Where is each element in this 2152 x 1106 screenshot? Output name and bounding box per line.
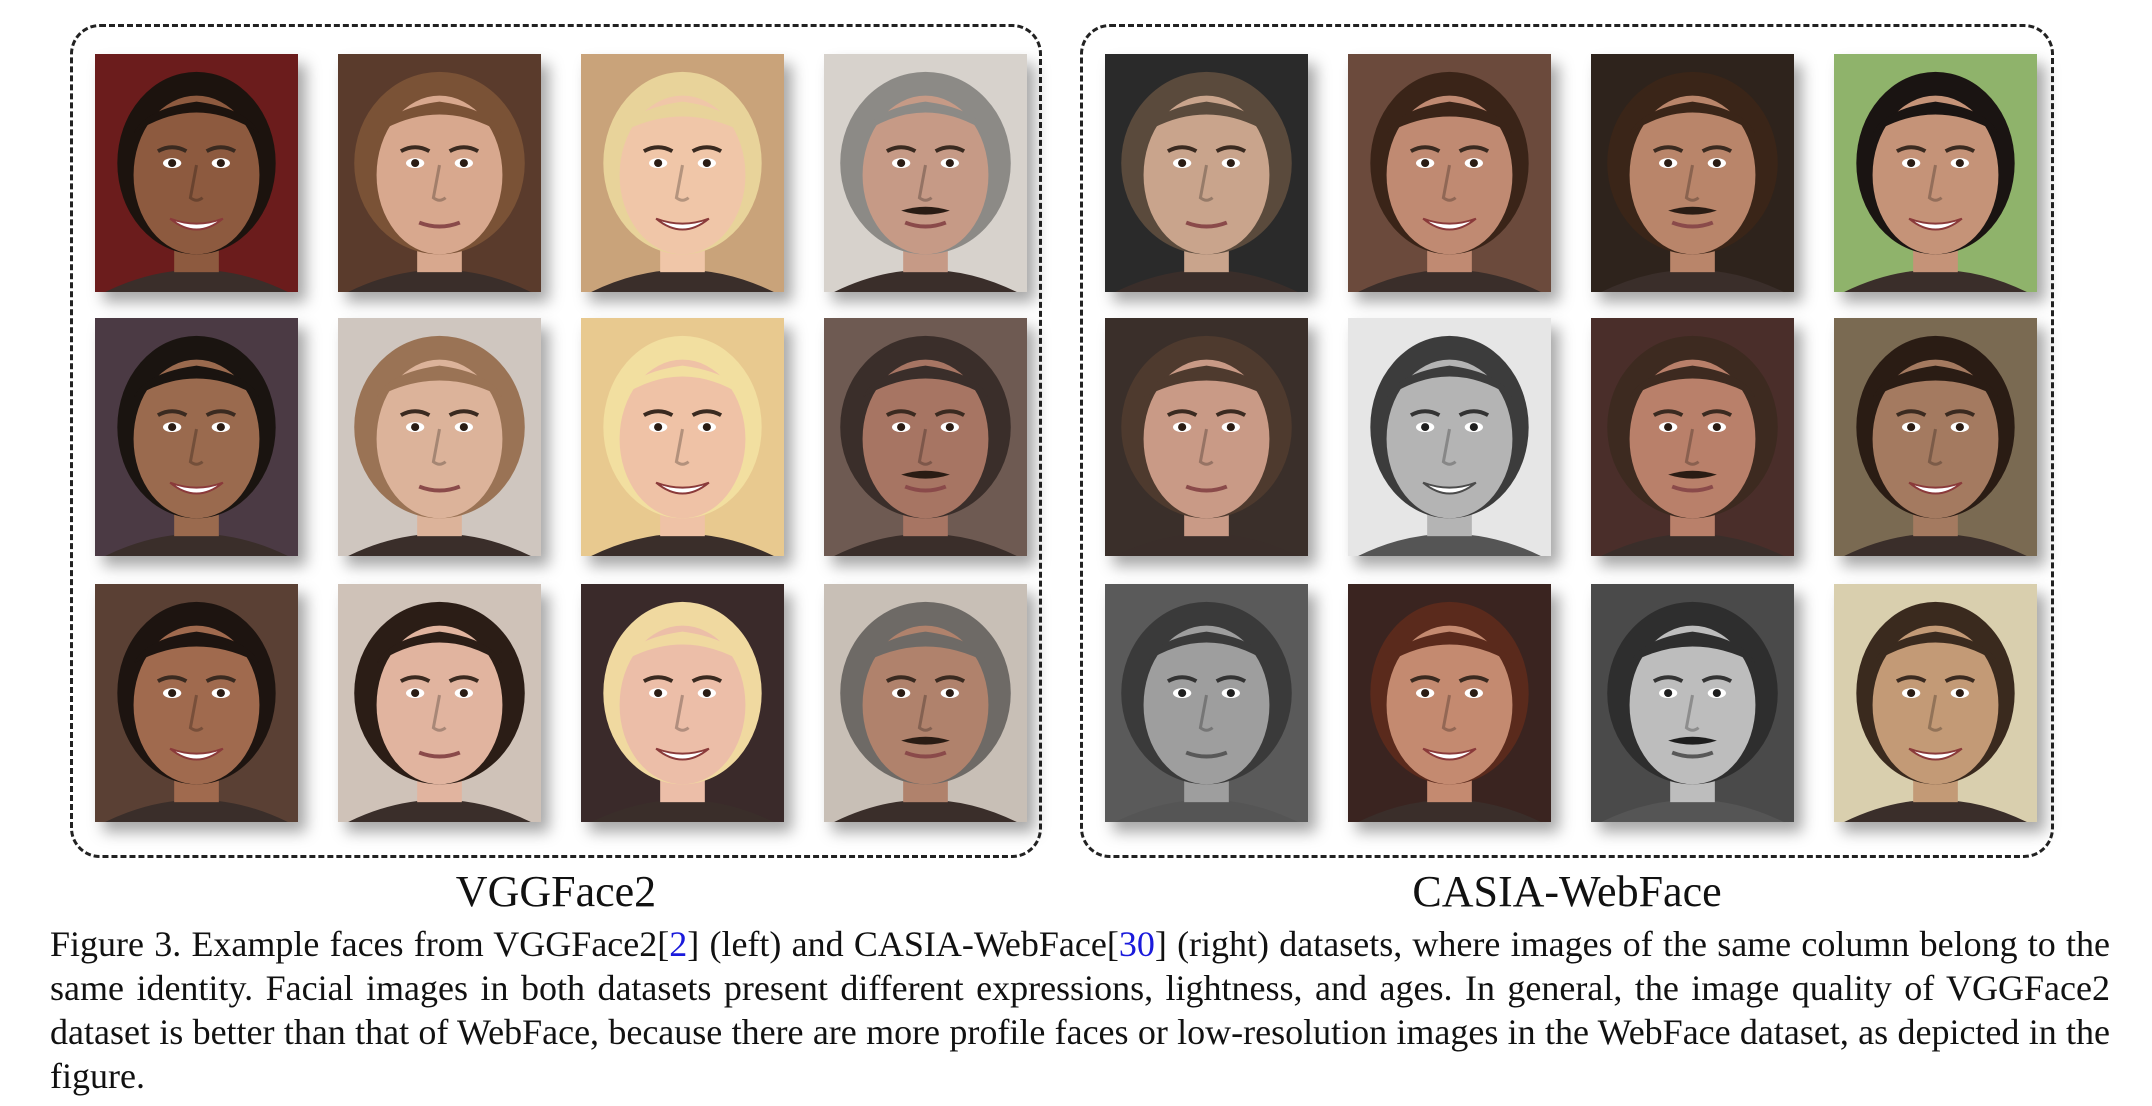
face-image-vggface2-r1-c4 xyxy=(824,54,1027,292)
face-image-casia-r3-c2 xyxy=(1348,584,1551,822)
citation-link-2[interactable]: 2 xyxy=(669,924,688,964)
caption-text-3: ] (right) datasets, where images of the … xyxy=(50,924,2110,1096)
casia-webface-label: CASIA-WebFace xyxy=(1412,867,1722,916)
citation-link-30[interactable]: 30 xyxy=(1118,924,1155,964)
face-image-vggface2-r2-c4 xyxy=(824,318,1027,556)
face-image-vggface2-r2-c1 xyxy=(95,318,298,556)
caption-prefix: Figure 3. xyxy=(50,924,182,964)
face-image-casia-r1-c3 xyxy=(1591,54,1794,292)
casia-webface-group-frame xyxy=(1080,24,2054,858)
face-image-vggface2-r1-c2 xyxy=(338,54,541,292)
face-image-vggface2-r2-c3 xyxy=(581,318,784,556)
face-image-casia-r2-c3 xyxy=(1591,318,1794,556)
face-image-casia-r3-c1 xyxy=(1105,584,1308,822)
face-image-vggface2-r3-c1 xyxy=(95,584,298,822)
caption-text-1: Example faces from VGGFace2[ xyxy=(181,924,670,964)
face-image-vggface2-r3-c2 xyxy=(338,584,541,822)
face-image-casia-r3-c4 xyxy=(1834,584,2037,822)
face-image-vggface2-r2-c2 xyxy=(338,318,541,556)
face-image-casia-r1-c1 xyxy=(1105,54,1308,292)
face-image-casia-r3-c3 xyxy=(1591,584,1794,822)
face-image-vggface2-r1-c1 xyxy=(95,54,298,292)
face-image-casia-r1-c2 xyxy=(1348,54,1551,292)
face-image-casia-r2-c2 xyxy=(1348,318,1551,556)
figure-caption: Figure 3. Example faces from VGGFace2[2]… xyxy=(50,922,2110,1098)
face-image-vggface2-r1-c3 xyxy=(581,54,784,292)
face-image-casia-r2-c4 xyxy=(1834,318,2037,556)
caption-text-2: ] (left) and CASIA-WebFace[ xyxy=(687,924,1119,964)
face-image-casia-r1-c4 xyxy=(1834,54,2037,292)
vggface2-label: VGGFace2 xyxy=(455,867,657,916)
face-image-vggface2-r3-c3 xyxy=(581,584,784,822)
face-image-casia-r2-c1 xyxy=(1105,318,1308,556)
face-image-vggface2-r3-c4 xyxy=(824,584,1027,822)
vggface2-group-frame xyxy=(70,24,1042,858)
